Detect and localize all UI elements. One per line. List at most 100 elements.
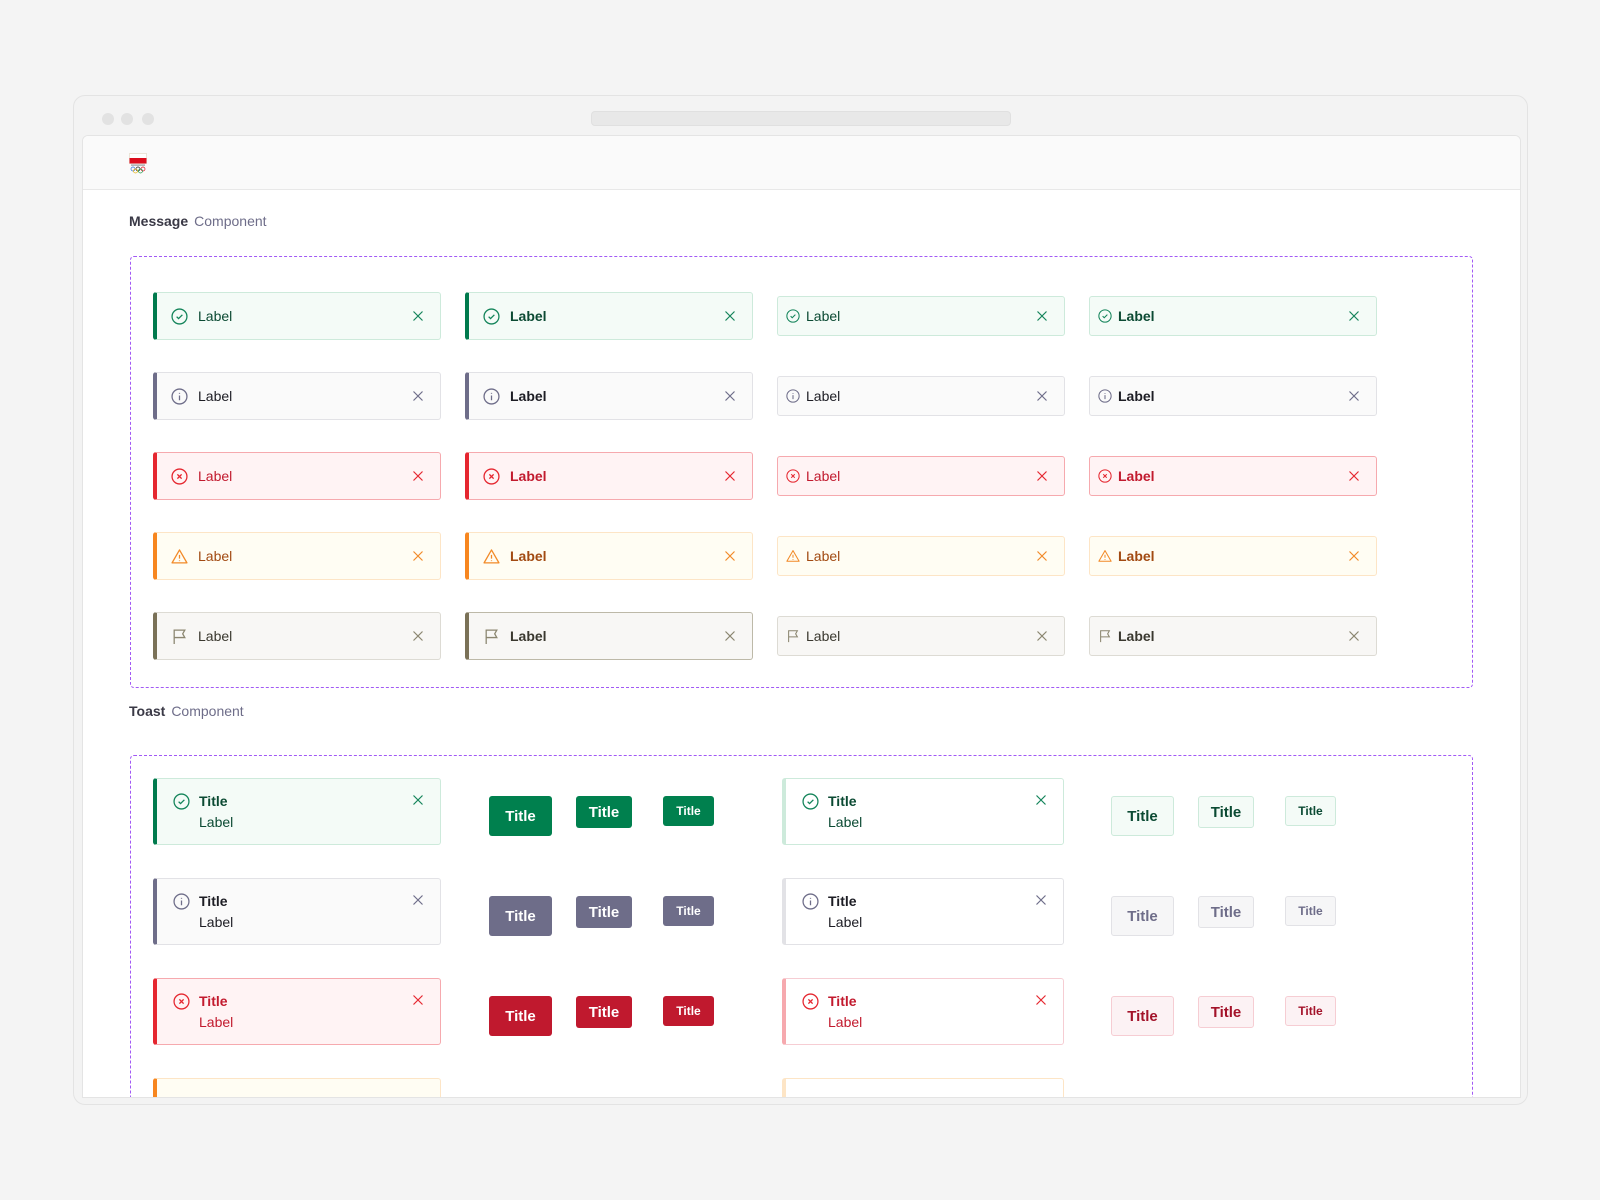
message-success: Label <box>153 292 441 340</box>
message-label: Label <box>806 628 841 644</box>
x-circle-icon <box>173 993 190 1010</box>
close-icon[interactable] <box>1348 470 1360 482</box>
toast-button-error[interactable]: Title <box>576 996 632 1028</box>
toast-outline-success: Title Label <box>782 778 1064 845</box>
toast-light-button-info[interactable]: Title <box>1198 896 1254 928</box>
toast-title: Title <box>199 793 228 809</box>
toast-button-error[interactable]: Title <box>663 996 714 1026</box>
check-circle-icon <box>173 793 190 810</box>
message-neutral: Label <box>1089 616 1377 656</box>
close-icon[interactable] <box>412 630 424 642</box>
message-label: Label <box>510 548 547 564</box>
close-icon[interactable] <box>1035 894 1047 906</box>
info-circle-icon <box>171 387 188 405</box>
window-minimize-dot[interactable] <box>121 113 133 125</box>
close-icon[interactable] <box>412 310 424 322</box>
message-label: Label <box>1118 548 1155 564</box>
toast-light-button-success[interactable]: Title <box>1111 796 1174 836</box>
message-label: Label <box>510 468 547 484</box>
message-label: Label <box>198 468 233 484</box>
message-label: Label <box>510 388 547 404</box>
close-icon[interactable] <box>1348 550 1360 562</box>
toast-outline-info: Title Label <box>782 878 1064 945</box>
toast-label: Label <box>828 814 863 830</box>
toast-button-info[interactable]: Title <box>576 896 632 928</box>
flag-icon <box>1098 629 1112 643</box>
section-title: Message <box>129 213 189 229</box>
close-icon[interactable] <box>412 550 424 562</box>
message-info: Label <box>465 372 753 420</box>
toast-light-button-info[interactable]: Title <box>1285 896 1336 926</box>
check-circle-icon <box>483 307 500 325</box>
close-icon[interactable] <box>1036 630 1048 642</box>
close-icon[interactable] <box>412 994 424 1006</box>
check-circle-icon <box>786 309 800 323</box>
close-icon[interactable] <box>1035 994 1047 1006</box>
message-info: Label <box>1089 376 1377 416</box>
close-icon[interactable] <box>724 310 736 322</box>
message-label: Label <box>198 308 233 324</box>
info-circle-icon <box>786 389 800 403</box>
check-circle-icon <box>171 307 188 325</box>
info-circle-icon <box>173 893 190 910</box>
toast-button-error[interactable]: Title <box>489 996 552 1036</box>
message-label: Label <box>198 548 233 564</box>
close-icon[interactable] <box>412 470 424 482</box>
close-icon[interactable] <box>1348 630 1360 642</box>
toast-light-button-error[interactable]: Title <box>1111 996 1174 1036</box>
toast-success: Title Label <box>153 778 441 845</box>
close-icon[interactable] <box>412 794 424 806</box>
toast-error: Title Label <box>153 978 441 1045</box>
address-bar[interactable] <box>591 111 1011 126</box>
warning-triangle-icon <box>786 549 800 563</box>
toast-light-button-error[interactable]: Title <box>1285 996 1336 1026</box>
flag-icon <box>786 629 800 643</box>
close-icon[interactable] <box>1035 794 1047 806</box>
message-label: Label <box>1118 468 1155 484</box>
toast-light-button-error[interactable]: Title <box>1198 996 1254 1028</box>
close-icon[interactable] <box>412 894 424 906</box>
message-label: Label <box>806 468 841 484</box>
close-icon[interactable] <box>1036 550 1048 562</box>
close-icon[interactable] <box>724 630 736 642</box>
message-label: Label <box>806 548 841 564</box>
close-icon[interactable] <box>1348 390 1360 402</box>
close-icon[interactable] <box>1036 310 1048 322</box>
toast-info: Title Label <box>153 878 441 945</box>
close-icon[interactable] <box>412 390 424 402</box>
toast-button-info[interactable]: Title <box>663 896 714 926</box>
toast-light-button-success[interactable]: Title <box>1198 796 1254 828</box>
x-circle-icon <box>171 467 188 485</box>
message-success: Label <box>1089 296 1377 336</box>
info-circle-icon <box>483 387 500 405</box>
x-circle-icon <box>802 993 819 1010</box>
message-label: Label <box>510 308 547 324</box>
toast-title: Title <box>199 893 228 909</box>
close-icon[interactable] <box>724 470 736 482</box>
toast-label: Label <box>828 914 863 930</box>
warning-triangle-icon <box>1098 549 1112 563</box>
toast-light-button-info[interactable]: Title <box>1111 896 1174 936</box>
polska-olympic-logo[interactable] <box>129 153 147 175</box>
toast-button-info[interactable]: Title <box>489 896 552 936</box>
window-maximize-dot[interactable] <box>142 113 154 125</box>
toast-light-button-success[interactable]: Title <box>1285 796 1336 826</box>
toast-title: Title <box>199 993 228 1009</box>
toast-button-success[interactable]: Title <box>663 796 714 826</box>
message-success: Label <box>465 292 753 340</box>
close-icon[interactable] <box>724 390 736 402</box>
toast-label: Label <box>828 1014 863 1030</box>
section-title: Toast <box>129 703 166 719</box>
close-icon[interactable] <box>724 550 736 562</box>
window-close-dot[interactable] <box>102 113 114 125</box>
toast-button-success[interactable]: Title <box>489 796 552 836</box>
close-icon[interactable] <box>1036 390 1048 402</box>
close-icon[interactable] <box>1348 310 1360 322</box>
page-header <box>83 136 1520 190</box>
info-circle-icon <box>802 893 819 910</box>
close-icon[interactable] <box>1036 470 1048 482</box>
toast-button-success[interactable]: Title <box>576 796 632 828</box>
message-label: Label <box>510 628 547 644</box>
message-warning: Label <box>465 532 753 580</box>
toast-section-heading: Toast Component <box>129 703 244 719</box>
